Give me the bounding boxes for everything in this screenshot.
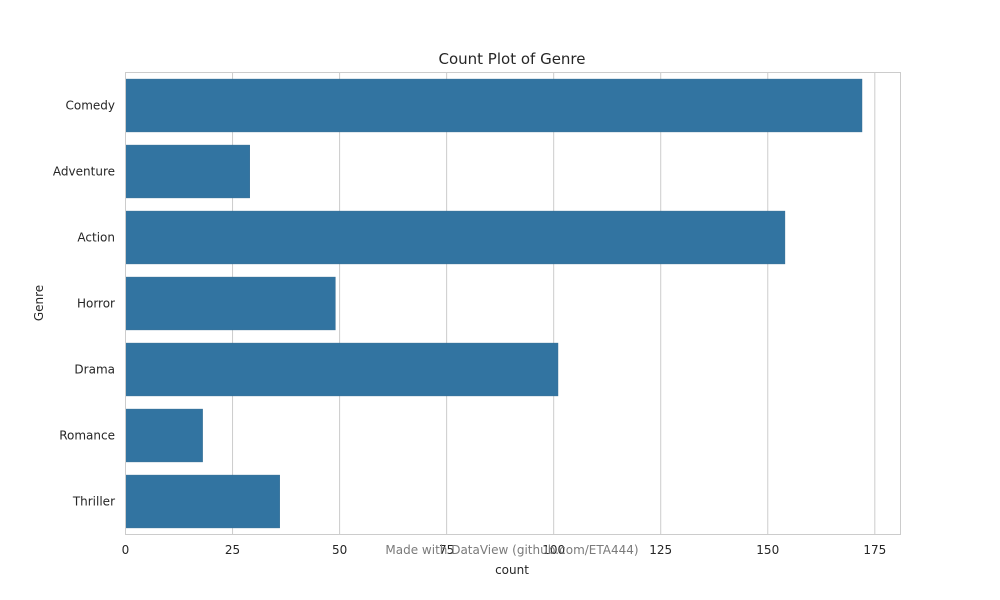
bar-action: [125, 210, 786, 265]
y-tick-label-comedy: Comedy: [65, 99, 115, 113]
y-axis-label: Genre: [32, 285, 46, 321]
y-tick-label-adventure: Adventure: [53, 165, 115, 179]
bar-thriller: [125, 474, 280, 529]
y-tick-labels: Comedy Adventure Action Horror Drama Romance T…: [53, 99, 115, 509]
plot-frame: [125, 72, 901, 535]
x-tick-label-175: 175: [863, 543, 886, 557]
watermark-text: Made with DataView (github.com/ETA444): [385, 543, 638, 557]
y-tick-label-drama: Drama: [74, 363, 115, 377]
chart-title: Count Plot of Genre: [438, 50, 585, 68]
bar-comedy: [125, 78, 863, 133]
x-tick-label-100: 100: [542, 543, 565, 557]
x-tick-label-0: 0: [122, 543, 130, 557]
x-tick-label-150: 150: [756, 543, 779, 557]
y-tick-label-horror: Horror: [77, 297, 115, 311]
y-tick-label-thriller: Thriller: [72, 495, 115, 509]
bar-romance: [125, 408, 203, 463]
x-axis-label: count: [495, 563, 529, 577]
bar-adventure: [125, 144, 250, 199]
bar-drama: [125, 342, 559, 397]
bar-horror: [125, 276, 336, 331]
x-tick-label-75: 75: [439, 543, 454, 557]
x-tick-label-25: 25: [225, 543, 240, 557]
y-tick-label-romance: Romance: [59, 429, 115, 443]
x-tick-label-50: 50: [332, 543, 347, 557]
bars: [125, 78, 863, 529]
x-tick-label-125: 125: [649, 543, 672, 557]
y-tick-label-action: Action: [77, 231, 115, 245]
x-tick-labels: 0 25 50 75 100 125 150 175: [122, 543, 887, 557]
gridlines: [232, 72, 876, 535]
